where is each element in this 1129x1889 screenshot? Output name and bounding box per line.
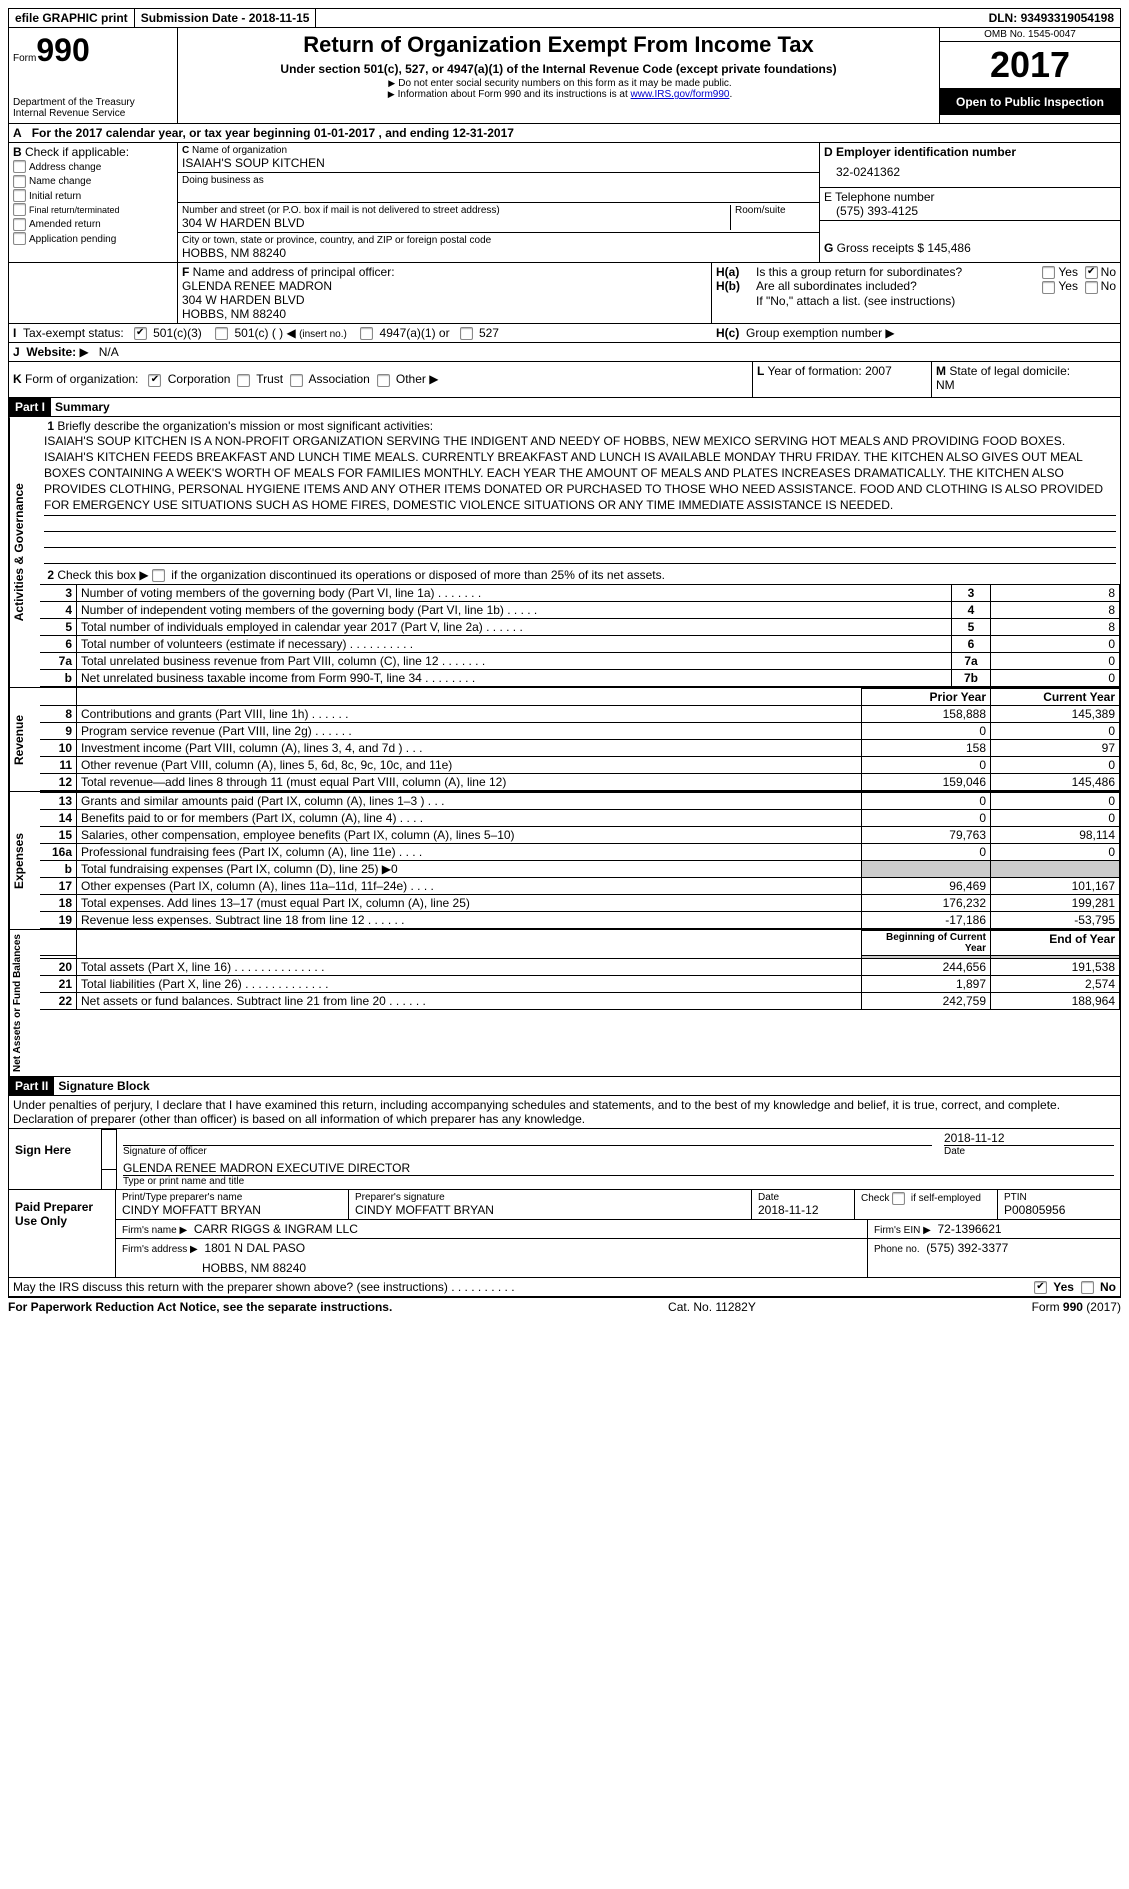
part-ii-header: Part II Signature Block xyxy=(8,1077,1121,1096)
top-bar: efile GRAPHIC print Submission Date - 20… xyxy=(8,8,1121,28)
dept-treasury: Department of the Treasury xyxy=(13,97,173,108)
state-domicile: NM xyxy=(936,378,955,392)
checkbox-name-change[interactable] xyxy=(13,175,26,188)
line-2: Check this box ▶ if the organization dis… xyxy=(57,568,665,582)
mission-label: Briefly describe the organization's miss… xyxy=(57,419,433,433)
form-subtitle: Under section 501(c), 527, or 4947(a)(1)… xyxy=(186,62,931,76)
checkbox-ha-yes[interactable] xyxy=(1042,266,1055,279)
checkbox-501c3[interactable] xyxy=(134,327,147,340)
officer-signature-label: Signature of officer xyxy=(123,1145,932,1157)
sign-here-label: Sign Here xyxy=(9,1129,101,1189)
checkbox-trust[interactable] xyxy=(237,374,250,387)
side-label-activities: Activities & Governance xyxy=(9,417,40,687)
preparer-signature: CINDY MOFFATT BRYAN xyxy=(355,1203,745,1217)
open-inspection-badge: Open to Public Inspection xyxy=(940,89,1120,115)
paid-preparer-label: Paid Preparer Use Only xyxy=(9,1190,115,1277)
paid-preparer-block: Paid Preparer Use Only Print/Type prepar… xyxy=(8,1190,1121,1278)
discuss-row: May the IRS discuss this return with the… xyxy=(8,1278,1121,1297)
checkbox-discuss-no[interactable] xyxy=(1081,1281,1094,1294)
year-formation: 2007 xyxy=(865,364,892,378)
part-i-header: Part I Summary xyxy=(8,398,1121,417)
org-address: 304 W HARDEN BLVD xyxy=(182,216,726,230)
irs-label: Internal Revenue Service xyxy=(13,108,173,119)
dba-label: Doing business as xyxy=(182,175,815,186)
tax-year: 2017 xyxy=(940,42,1120,89)
org-name-label: Name of organization xyxy=(192,145,287,156)
checkbox-corporation[interactable] xyxy=(148,374,161,387)
gross-receipts-value: 145,486 xyxy=(927,241,970,255)
website-row: J Website: ▶ N/A xyxy=(9,342,1120,361)
irs-link[interactable]: www.IRS.gov/form990 xyxy=(631,89,730,100)
org-info-block: B Check if applicable: Address change Na… xyxy=(8,143,1121,362)
checkbox-association[interactable] xyxy=(290,374,303,387)
address-label: Number and street (or P.O. box if mail i… xyxy=(182,205,726,216)
revenue-table: Prior YearCurrent Year8Contributions and… xyxy=(40,688,1120,791)
governance-table: 3Number of voting members of the governi… xyxy=(40,584,1120,687)
checkbox-discuss-yes[interactable] xyxy=(1034,1281,1047,1294)
checkbox-hb-yes[interactable] xyxy=(1042,281,1055,294)
gross-receipts-label: Gross receipts $ xyxy=(837,241,924,255)
checkbox-other[interactable] xyxy=(377,374,390,387)
firm-name: CARR RIGGS & INGRAM LLC xyxy=(194,1222,358,1236)
arrow-icon xyxy=(385,78,398,89)
city-label: City or town, state or province, country… xyxy=(182,235,815,246)
arrow-icon xyxy=(385,89,398,100)
checkbox-ha-no[interactable] xyxy=(1085,266,1098,279)
ein-value: 32-0241362 xyxy=(824,159,1116,185)
form-header: Form990 Department of the Treasury Inter… xyxy=(8,28,1121,124)
preparer-name: CINDY MOFFATT BRYAN xyxy=(122,1203,342,1217)
efile-label: efile GRAPHIC print xyxy=(9,9,135,27)
section-h: H(a) Is this a group return for subordin… xyxy=(712,263,1120,323)
firm-ein: 72-1396621 xyxy=(938,1222,1002,1236)
checkbox-final-return[interactable] xyxy=(13,203,26,216)
checkbox-application-pending[interactable] xyxy=(13,232,26,245)
ein-label: Employer identification number xyxy=(836,145,1016,159)
mission-text: ISAIAH'S SOUP KITCHEN IS A NON-PROFIT OR… xyxy=(44,433,1116,516)
org-city: HOBBS, NM 88240 xyxy=(182,246,815,260)
principal-officer: F Name and address of principal officer:… xyxy=(178,263,712,323)
section-hc: H(c) Group exemption number ▶ xyxy=(712,324,1120,342)
side-label-netassets: Net Assets or Fund Balances xyxy=(9,930,40,1076)
klm-row: K Form of organization: Corporation Trus… xyxy=(8,362,1121,397)
omb-number: OMB No. 1545-0047 xyxy=(940,28,1120,42)
preparer-date: 2018-11-12 xyxy=(758,1203,848,1217)
ssn-warning: Do not enter social security numbers on … xyxy=(398,78,731,89)
page-footer: For Paperwork Reduction Act Notice, see … xyxy=(8,1297,1121,1314)
sign-here-block: Sign Here Signature of officer 2018-11-1… xyxy=(8,1129,1121,1190)
perjury-statement: Under penalties of perjury, I declare th… xyxy=(8,1096,1121,1129)
firm-address: 1801 N DAL PASO xyxy=(204,1241,305,1255)
section-b-checkboxes: B Check if applicable: Address change Na… xyxy=(9,143,178,262)
tax-exempt-status: I Tax-exempt status: 501(c)(3) 501(c) ( … xyxy=(9,324,712,342)
dln: DLN: 93493319054198 xyxy=(983,9,1120,27)
checkbox-527[interactable] xyxy=(460,327,473,340)
firm-phone: (575) 392-3377 xyxy=(926,1241,1008,1255)
officer-name: GLENDA RENEE MADRON EXECUTIVE DIRECTOR xyxy=(123,1161,1114,1175)
checkbox-address-change[interactable] xyxy=(13,160,26,173)
checkbox-hb-no[interactable] xyxy=(1085,281,1098,294)
checkbox-initial-return[interactable] xyxy=(13,189,26,202)
form-title: Return of Organization Exempt From Incom… xyxy=(186,32,931,58)
side-label-revenue: Revenue xyxy=(9,688,40,791)
expenses-table: 13Grants and similar amounts paid (Part … xyxy=(40,792,1120,929)
checkbox-501c[interactable] xyxy=(215,327,228,340)
checkbox-4947[interactable] xyxy=(360,327,373,340)
side-label-expenses: Expenses xyxy=(9,792,40,929)
net-assets-table: Beginning of Current YearEnd of Year20To… xyxy=(40,930,1120,1010)
phone-label: E Telephone number xyxy=(824,190,1116,204)
org-name: ISAIAH'S SOUP KITCHEN xyxy=(182,156,815,170)
phone-value: (575) 393-4125 xyxy=(824,204,1116,218)
form-number: 990 xyxy=(36,32,89,68)
checkbox-self-employed[interactable] xyxy=(892,1192,905,1205)
form-word: Form xyxy=(13,53,36,64)
checkbox-amended[interactable] xyxy=(13,218,26,231)
submission-date: Submission Date - 2018-11-15 xyxy=(135,9,317,27)
sign-date: 2018-11-12 xyxy=(944,1131,1114,1145)
checkbox-discontinued[interactable] xyxy=(152,569,165,582)
ptin-value: P00805956 xyxy=(1004,1203,1114,1217)
section-a-tax-year: A For the 2017 calendar year, or tax yea… xyxy=(8,124,1121,143)
room-label: Room/suite xyxy=(735,205,815,216)
